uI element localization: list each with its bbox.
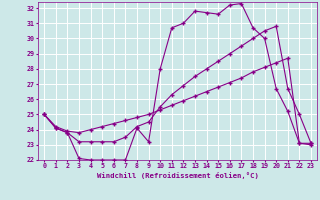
- X-axis label: Windchill (Refroidissement éolien,°C): Windchill (Refroidissement éolien,°C): [97, 172, 259, 179]
